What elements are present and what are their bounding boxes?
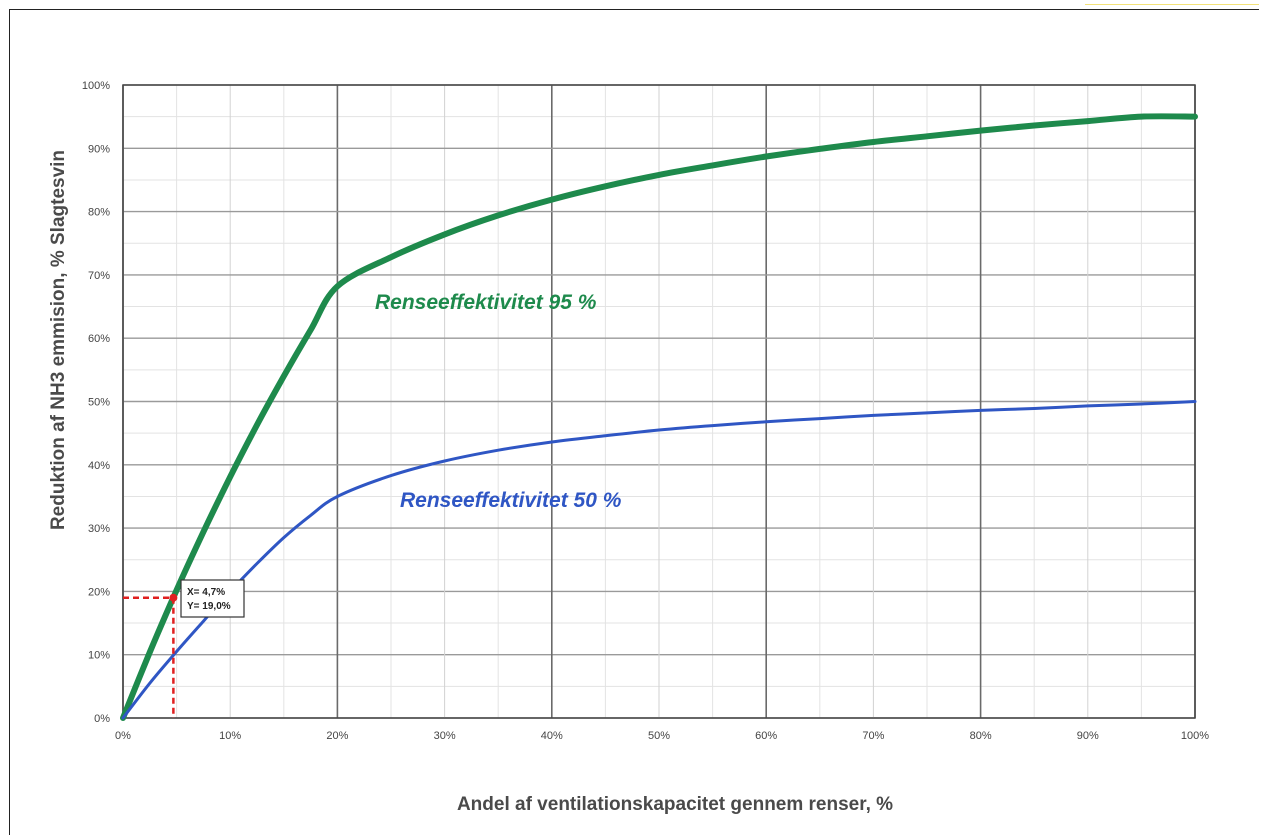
x-tick-label: 20%	[326, 730, 348, 742]
x-tick-label: 50%	[648, 730, 670, 742]
chart-frame	[9, 9, 1259, 835]
x-tick-label: 40%	[541, 730, 563, 742]
y-tick-label: 100%	[82, 80, 110, 92]
annotation-box: X= 4,7% Y= 19,0%	[180, 579, 245, 618]
x-tick-label: 70%	[862, 730, 884, 742]
y-tick-label: 30%	[88, 523, 110, 535]
y-tick-label: 90%	[88, 143, 110, 155]
series-line-1	[120, 113, 1198, 721]
x-tick-label: 10%	[219, 730, 241, 742]
y-tick-label: 50%	[88, 397, 110, 409]
series-label-2: Renseeffektivitet 50 %	[400, 489, 622, 512]
x-axis-title: Andel af ventilationskapacitet gennem re…	[457, 794, 893, 815]
y-tick-label: 20%	[88, 586, 110, 598]
x-tick-label: 0%	[115, 730, 131, 742]
y-tick-label: 10%	[88, 650, 110, 662]
y-tick-label: 0%	[94, 713, 110, 725]
series-label-1: Renseeffektivitet 95 %	[375, 291, 597, 314]
y-tick-label: 80%	[88, 207, 110, 219]
annotation-point	[169, 593, 178, 602]
x-tick-label: 30%	[434, 730, 456, 742]
y-tick-label: 60%	[88, 333, 110, 345]
grid	[122, 84, 1196, 719]
annotation-x-value: X= 4,7%	[187, 587, 225, 598]
x-tick-label: 80%	[970, 730, 992, 742]
annotation-y-value: Y= 19,0%	[187, 601, 231, 612]
x-tick-label: 100%	[1181, 730, 1209, 742]
x-tick-label: 60%	[755, 730, 777, 742]
x-tick-label: 90%	[1077, 730, 1099, 742]
y-tick-label: 70%	[88, 270, 110, 282]
y-tick-label: 40%	[88, 460, 110, 472]
series-labels: Renseeffektivitet 95 % Renseeffektivitet …	[375, 291, 622, 512]
y-axis-title: Reduktion af NH3 emmision, % Slagtesvin	[48, 150, 69, 530]
annotation-box-rect	[180, 579, 245, 618]
annotation-guides	[123, 593, 178, 718]
y-tick-labels: 0% 10% 20% 30% 40% 50% 60% 70% 80% 90% 100%	[82, 80, 110, 725]
decorative-line	[1085, 4, 1259, 5]
x-tick-labels: 0% 10% 20% 30% 40% 50% 60% 70% 80% 90% 100%	[115, 730, 1209, 742]
